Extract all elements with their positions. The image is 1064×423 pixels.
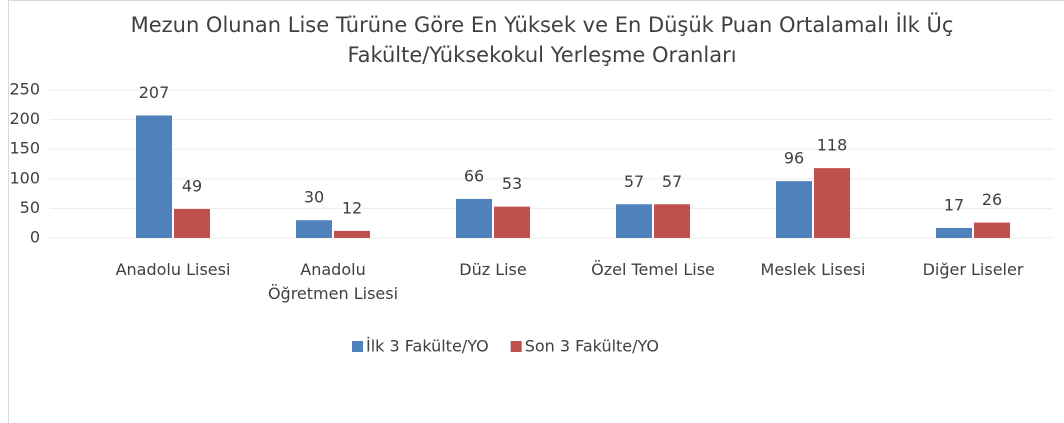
chart-border <box>8 0 1064 423</box>
x-tick-label: Özel Temel Lise <box>591 260 715 279</box>
data-label: 118 <box>817 136 848 155</box>
data-label: 96 <box>784 149 804 168</box>
data-label: 66 <box>464 166 484 185</box>
legend-label: Son 3 Fakülte/YO <box>525 337 659 356</box>
data-label: 12 <box>342 198 362 217</box>
bar <box>174 208 210 238</box>
y-tick-label: 150 <box>9 139 40 158</box>
x-tick-label: Anadolu Lisesi <box>115 260 231 279</box>
data-label: 49 <box>182 176 202 195</box>
x-tick-label: Diğer Liseler <box>922 260 1024 279</box>
bar <box>456 198 492 238</box>
y-tick-label: 200 <box>9 109 40 128</box>
legend-swatch <box>510 341 522 352</box>
data-label: 26 <box>982 190 1002 209</box>
y-tick-label: 250 <box>9 80 40 99</box>
y-tick-label: 100 <box>9 168 40 187</box>
y-tick-label: 0 <box>30 228 40 247</box>
y-tick-label: 50 <box>20 198 40 217</box>
bar <box>494 206 530 238</box>
bar <box>616 204 652 238</box>
bar <box>654 204 690 238</box>
data-label: 57 <box>662 172 682 191</box>
bar <box>136 115 172 238</box>
bar <box>296 220 332 238</box>
bar <box>334 230 370 238</box>
data-label: 57 <box>624 172 644 191</box>
bar <box>974 222 1010 238</box>
data-label: 53 <box>502 174 522 193</box>
data-label: 30 <box>304 188 324 207</box>
x-tick-label: Meslek Lisesi <box>760 260 866 279</box>
bar <box>776 181 812 238</box>
legend-swatch <box>352 341 363 352</box>
legend-label: İlk 3 Fakülte/YO <box>366 337 489 356</box>
chart-title: Mezun Olunan Lise Türüne Göre En Yüksek … <box>130 13 954 67</box>
bar <box>936 227 972 238</box>
bar <box>814 168 850 238</box>
x-tick-label: Düz Lise <box>459 260 527 279</box>
x-tick-label: Anadolu Öğretmen Lisesi <box>267 260 399 303</box>
data-label: 207 <box>139 83 170 102</box>
data-label: 17 <box>944 195 964 214</box>
